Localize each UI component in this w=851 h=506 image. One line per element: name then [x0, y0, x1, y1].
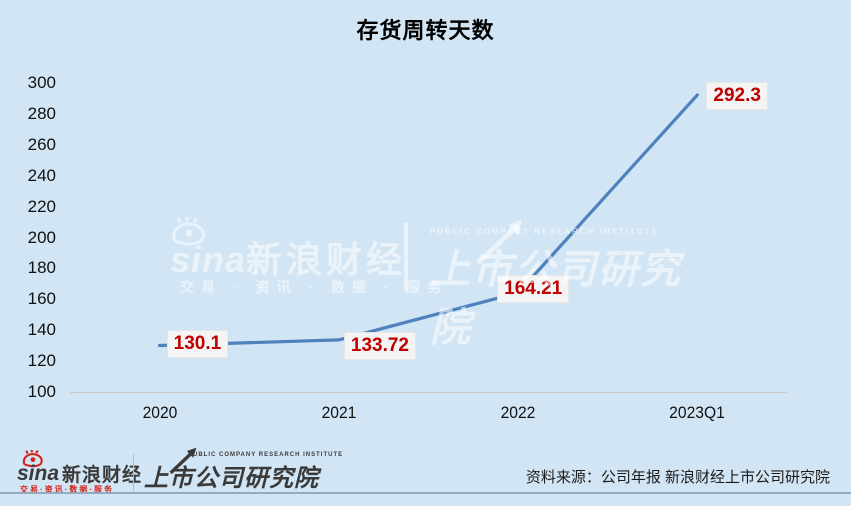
y-tick-label: 140	[27, 320, 56, 340]
footer-logo-divider	[133, 454, 134, 492]
footer-rule	[0, 492, 851, 494]
data-label: 130.1	[166, 330, 229, 359]
footer-tagline: 交易·资讯·数据·服务	[20, 485, 114, 494]
x-axis-label: 2021	[321, 403, 357, 422]
chart-title: 存货周转天数	[356, 18, 495, 43]
footer: sina 新浪财经 交易·资讯·数据·服务 PUBLIC COMPANY RES…	[0, 446, 851, 506]
footer-institute-en: PUBLIC COMPANY RESEARCH INSTITUTE	[188, 452, 344, 458]
data-label: 164.21	[497, 274, 570, 303]
y-tick-label: 300	[27, 73, 56, 92]
data-label: 133.72	[343, 331, 416, 360]
y-tick-label: 280	[27, 103, 56, 123]
series-line	[158, 93, 699, 348]
x-axis-label: 2023Q1	[669, 403, 726, 422]
footer-arrow-icon	[169, 447, 197, 474]
source-note: 资料来源：公司年报 新浪财经上市公司研究院	[525, 469, 830, 486]
y-tick-label: 180	[27, 258, 56, 278]
x-axis-label: 2020	[142, 403, 178, 422]
y-tick-label: 220	[27, 196, 56, 216]
y-tick-label: 160	[27, 289, 56, 309]
footer-brand: 新浪财经	[62, 465, 143, 486]
y-tick-label: 260	[27, 134, 56, 154]
y-tick-label: 240	[27, 165, 56, 185]
y-tick-label: 120	[27, 351, 56, 371]
y-tick-label: 200	[27, 227, 56, 247]
footer-sina-wordmark: sina	[17, 462, 60, 485]
x-axis-label: 2022	[500, 403, 536, 422]
y-tick-label: 100	[27, 382, 56, 401]
footer-sina-eye-icon	[22, 450, 43, 468]
data-label: 292.3	[706, 81, 768, 110]
